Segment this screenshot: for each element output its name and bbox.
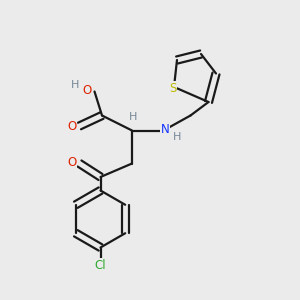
Text: O: O (68, 155, 76, 169)
Text: O: O (68, 119, 76, 133)
Text: S: S (169, 82, 176, 95)
Text: H: H (71, 80, 79, 91)
Text: H: H (173, 132, 181, 142)
Text: N: N (160, 122, 169, 136)
Text: H: H (129, 112, 138, 122)
Text: O: O (82, 83, 91, 97)
Text: Cl: Cl (95, 259, 106, 272)
